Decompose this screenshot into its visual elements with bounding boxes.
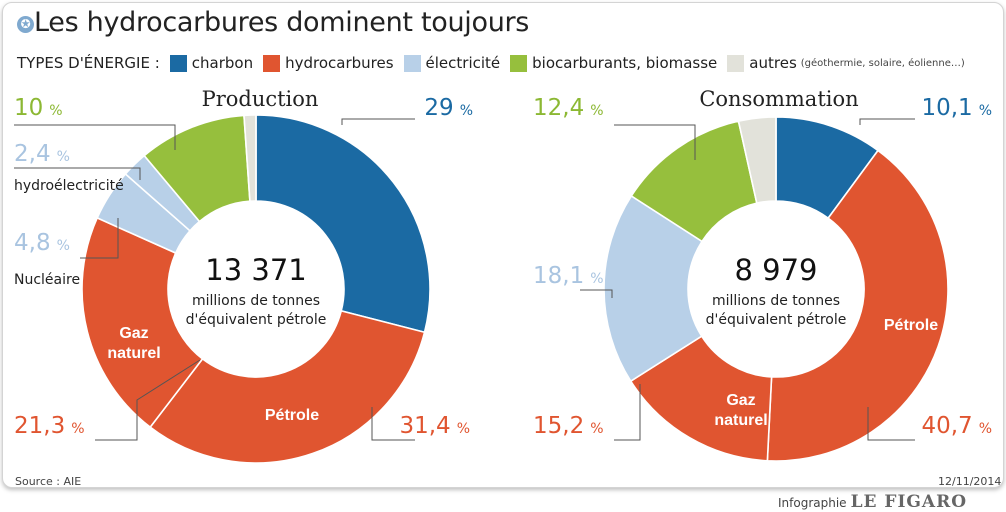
legend-swatch-electricite <box>403 54 421 72</box>
slice-gaz-naturel <box>629 335 773 462</box>
data-label-charbon: 29% <box>424 95 473 121</box>
legend-item-charbon: charbon <box>169 54 254 72</box>
donut-consommation <box>603 116 949 462</box>
legend-item-autres: autres (géothermie, solaire, éolienne…) <box>727 54 965 72</box>
credit-label: Infographie <box>778 496 847 510</box>
caption-hydroelectricite: hydroélectricité <box>14 178 124 194</box>
legend-item-electricite: électricité <box>403 54 501 72</box>
data-label-hydroelectricite: 2,4% <box>14 141 70 167</box>
leader-line <box>80 218 119 259</box>
leader-line <box>867 407 915 441</box>
data-label-petrole: 40,7% <box>921 413 992 439</box>
legend-label: biocarburants, biomasse <box>532 54 718 72</box>
legend-title: TYPES D'ÉNERGIE : <box>17 54 160 72</box>
legend-label: hydrocarbures <box>285 54 394 72</box>
legend-swatch-charbon <box>169 54 187 72</box>
center-total-value: 8 979 <box>734 253 817 287</box>
legend-swatch-autres <box>727 54 745 72</box>
slice-electricite <box>603 194 704 383</box>
slice-label-petrole: Pétrole <box>265 407 319 424</box>
legend-label: électricité <box>425 54 501 72</box>
leader-line <box>14 124 176 150</box>
center-total-value: 13 371 <box>205 253 306 287</box>
legend: TYPES D'ÉNERGIE : charbon hydrocarbures … <box>17 54 975 72</box>
center-unit-line1: millions de tonnes <box>712 293 840 309</box>
legend-swatch-hydrocarbures <box>263 54 281 72</box>
slice-gaz-naturel <box>81 216 204 429</box>
center-unit-line1: millions de tonnes <box>192 293 320 309</box>
leader-line <box>95 359 201 441</box>
leader-line <box>614 384 641 441</box>
chart-title: ✪ Les hydrocarbures dominent toujours <box>17 7 529 38</box>
publication-date: 12/11/2014 <box>938 475 1002 488</box>
center-unit-line2: d'équivalent pétrole <box>706 312 847 328</box>
legend-item-biomasse: biocarburants, biomasse <box>510 54 717 72</box>
legend-label: charbon <box>191 54 254 72</box>
source-note: Source : AIE <box>15 475 82 488</box>
data-label-biocarburants-biomasse: 12,4% <box>533 95 604 121</box>
slice-label-petrole: Pétrole <box>884 317 938 334</box>
slice-label-gaz-naturel: Gaz naturel <box>714 392 767 429</box>
star-icon: ✪ <box>17 16 34 33</box>
data-label-gaz-naturel: 21,3% <box>14 413 85 439</box>
caption-nucleaire: Nucléaire <box>14 272 80 288</box>
credit: Infographie LE FIGARO <box>778 492 967 512</box>
data-label-petrole: 31,4% <box>399 413 470 439</box>
legend-item-hydrocarbures: hydrocarbures <box>263 54 394 72</box>
chart-subtitle: Consommation <box>699 87 858 111</box>
brand-logo: LE FIGARO <box>850 492 968 512</box>
slice-petrole <box>766 149 949 462</box>
legend-note: (géothermie, solaire, éolienne…) <box>800 57 965 69</box>
legend-swatch-biomasse <box>510 54 528 72</box>
legend-label: autres <box>749 54 797 72</box>
chart-subtitle: Production <box>202 87 319 111</box>
data-label-charbon: 10,1% <box>921 95 992 121</box>
slice-petrole <box>149 309 426 464</box>
leader-line <box>859 118 915 125</box>
data-label-electricite: 18,1% <box>533 263 604 289</box>
data-label-gaz-naturel: 15,2% <box>533 413 604 439</box>
data-label-nucleaire: 4,8% <box>14 230 70 256</box>
slice-autres <box>737 116 777 205</box>
slice-charbon <box>255 114 431 334</box>
slice-label-gaz-naturel: Gaz naturel <box>107 325 160 362</box>
leader-line <box>580 289 613 298</box>
leader-line <box>614 124 696 160</box>
leader-line <box>341 118 415 125</box>
data-label-biocarburants-biomasse: 10% <box>14 95 63 121</box>
leader-line <box>371 407 415 441</box>
center-unit-line2: d'équivalent pétrole <box>186 312 327 328</box>
slice-autres <box>243 114 257 203</box>
donut-production <box>81 114 431 464</box>
leader-line <box>14 167 141 180</box>
